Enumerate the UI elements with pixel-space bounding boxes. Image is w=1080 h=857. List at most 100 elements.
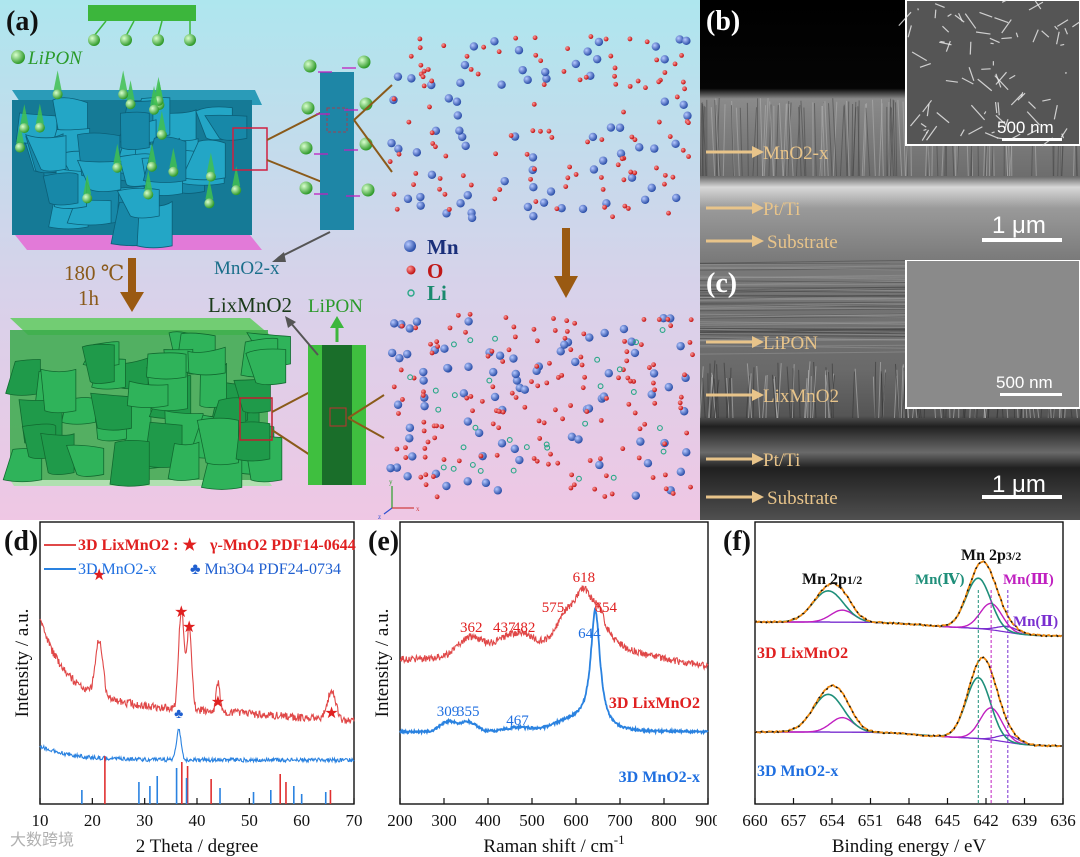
raman-series-label-mno2: 3D MnO2-x	[619, 769, 700, 786]
xrd-peak-club: ♣	[174, 707, 183, 722]
panel-c-inset	[905, 260, 1080, 409]
mno2-nanosheet-block	[12, 70, 262, 250]
scale-inset-c: 500 nm	[996, 373, 1053, 392]
xps-label-mn4: Mn(Ⅳ)	[915, 572, 965, 588]
x-tick-label: 50	[241, 811, 258, 830]
x-tick-label: 20	[84, 811, 101, 830]
pointer-arrow-mno2	[277, 231, 331, 259]
y-axis-label: Intensity / a.u.	[372, 609, 393, 718]
raman-peak-label-red: 618	[573, 570, 596, 586]
layer-annotations-b: MnO2-x Pt/Ti Substrate	[706, 143, 838, 253]
x-tick-label: 500	[519, 811, 545, 830]
xps-raw-data	[754, 560, 1063, 638]
xps-envelope	[754, 656, 1062, 748]
zoom-box-top	[232, 127, 268, 171]
x-tick-label: 300	[431, 811, 457, 830]
raman-peak-label-red: 362	[460, 620, 483, 636]
legend-mno2: 3D MnO2-x	[78, 561, 157, 578]
panel-b-inset	[905, 0, 1080, 146]
xrd-series-mno2	[39, 728, 355, 765]
x-tick-label: 651	[858, 811, 884, 830]
panel-c-sem: (c) LiPON LixMnO2 Pt/Ti Substrate 1 μm 5…	[700, 260, 1080, 520]
legend-lixmno2: 3D LixMnO2 : ★	[78, 537, 197, 554]
x-tick-label: 800	[651, 811, 677, 830]
lipon-source-bar	[88, 5, 196, 21]
panel-e-raman: 200 300 400 500 600 700 800 900 Raman shift / cm…	[362, 520, 717, 857]
xrd-peak-star: ★	[324, 705, 338, 722]
lipon-source-rays	[88, 20, 196, 46]
scale-bar-b	[982, 238, 1062, 242]
raman-peak-label-blue: 355	[457, 704, 480, 720]
panel-a-label: (a)	[6, 6, 39, 37]
raman-peak-label-red: 654	[595, 600, 618, 616]
process-arrow-right	[562, 228, 570, 278]
svg-text:x: x	[416, 505, 420, 513]
x-tick-label: 40	[189, 811, 206, 830]
raman-peak-label-blue: 467	[506, 713, 529, 729]
x-tick-label: 660	[742, 811, 768, 830]
pointer-arrow-lixmno2	[289, 321, 319, 356]
scale-text-b: 1 μm	[992, 212, 1046, 239]
svg-text:z: z	[378, 513, 381, 520]
raman-series-lixmno2	[399, 585, 709, 671]
mn-legend-ball	[404, 240, 416, 252]
lipon-particles-sheet	[299, 55, 375, 197]
raman-peak-label-blue: 309	[437, 704, 460, 720]
raman-peak-label-red: 437	[493, 620, 516, 636]
condition-time: 1h	[78, 286, 100, 310]
x-tick-label: 10	[32, 811, 49, 830]
panel-f-xps: 660 657 654 651 648 645 642 639 636 Binding energ…	[717, 520, 1080, 857]
raman-peak-label-red: 575	[542, 600, 565, 616]
lixmno2-core	[322, 345, 352, 485]
panel-f-label: (f)	[723, 526, 751, 557]
xrd-series-lixmno2	[39, 610, 355, 725]
x-tick-label: 700	[607, 811, 633, 830]
watermark: 大数跨境	[10, 830, 75, 849]
svg-text:y: y	[389, 478, 393, 486]
atom-lattice-lixmno2	[386, 311, 695, 500]
ref-gamma-mno2: γ-MnO2 PDF14-0644	[209, 537, 356, 554]
process-arrow-left	[128, 258, 136, 294]
x-tick-label: 600	[563, 811, 589, 830]
x-tick-label: 200	[387, 811, 413, 830]
lixmno2-label: LixMnO2	[208, 293, 292, 317]
panel-d-label: (d)	[4, 526, 38, 557]
x-tick-label: 642	[973, 811, 999, 830]
atom-lattice-mno2	[387, 34, 692, 223]
x-axis-label: 2 Theta / degree	[136, 836, 259, 857]
x-tick-label: 60	[293, 811, 310, 830]
lipon-label: LiPON	[308, 296, 363, 317]
lixmno2-block	[2, 318, 291, 490]
legend-o: O	[427, 259, 443, 283]
li-legend-ball	[407, 289, 415, 297]
layer-annotations-c: LiPON LixMnO2 Pt/Ti Substrate	[706, 333, 839, 509]
x-axis-label: Raman shift / cm-1	[483, 832, 624, 857]
xps-label-mn2: Mn(Ⅱ)	[1013, 614, 1058, 630]
x-tick-label: 30	[136, 811, 153, 830]
y-axis-label: Intensity / a.u.	[12, 609, 33, 718]
svg-text:LixMnO2: LixMnO2	[763, 386, 839, 407]
xps-label-mn3: Mn(Ⅲ)	[1003, 572, 1054, 588]
panel-b-label: (b)	[706, 6, 740, 37]
x-tick-label: 645	[935, 811, 961, 830]
condition-temp: 180 ℃	[64, 261, 124, 285]
panel-e-label: (e)	[368, 526, 399, 557]
panel-a-svg: y x z Mn O Li (a) LiPON MnO2-x 180 ℃ 1h …	[2, 5, 695, 520]
mno2-single-sheet	[320, 72, 354, 230]
xps-region-label: Mn 2p1/2	[802, 571, 862, 588]
raman-peak-label-blue: 644	[578, 626, 601, 642]
panel-d-xrd: 10 20 30 40 50 60 70 2 Theta / degree Intensity …	[0, 520, 362, 857]
xrd-peak-star: ★	[174, 604, 188, 621]
x-tick-label: 657	[781, 811, 807, 830]
zoom-box-bottom	[239, 397, 273, 441]
x-tick-label: 639	[1012, 811, 1038, 830]
xps-sample-lixmno2: 3D LixMnO2	[757, 645, 848, 662]
svg-text:Substrate: Substrate	[767, 232, 838, 253]
lipon-legend-ball	[11, 50, 25, 64]
lipon-legend-text: LiPON	[27, 48, 83, 69]
xps-raw-data	[754, 656, 1062, 748]
svg-text:Pt/Ti: Pt/Ti	[763, 450, 800, 471]
xrd-peak-star: ★	[182, 619, 196, 636]
scale-inset-b: 500 nm	[997, 118, 1054, 137]
xps-region-label: Mn 2p3/2	[961, 547, 1021, 564]
